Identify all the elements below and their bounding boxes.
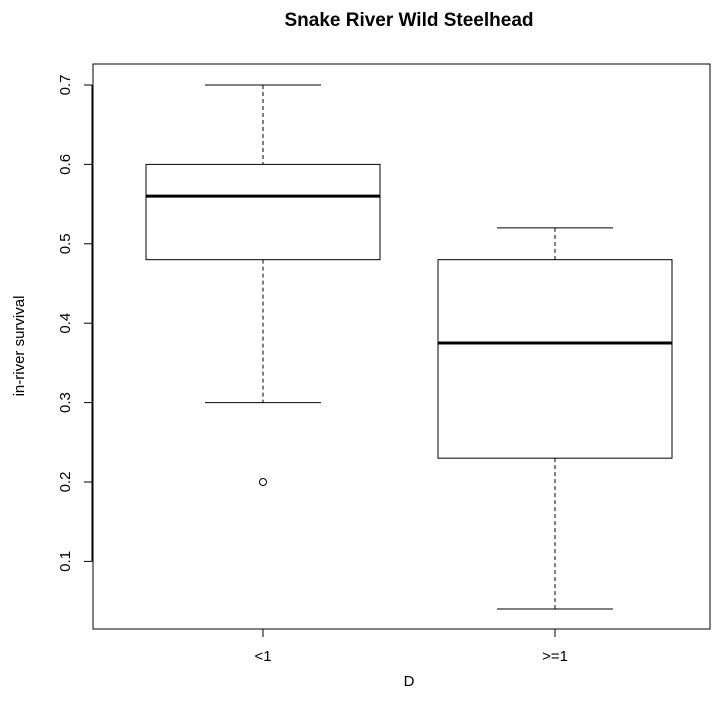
iqr-box [437,259,673,459]
y-tick-label: 0.1 [57,551,74,572]
y-tick-label: 0.4 [57,313,74,334]
y-tick-label: 0.6 [57,154,74,175]
y-tick-label: 0.5 [57,233,74,254]
chart-title: Snake River Wild Steelhead [284,10,533,31]
y-tick-label: 0.7 [57,75,74,96]
x-tick-label: >=1 [542,648,568,665]
box-group [437,227,673,610]
outlier-point [259,478,267,486]
x-axis-label: D [404,673,415,690]
iqr-box [145,163,381,261]
x-tick-label: <1 [254,648,271,665]
y-tick-label: 0.2 [57,472,74,493]
y-axis: 0.1 0.2 0.3 0.4 0.5 0.6 0.7 [57,75,93,572]
box-group [145,84,381,486]
boxes-layer [145,84,673,610]
y-tick-label: 0.3 [57,392,74,413]
y-axis-label: in-river survival [11,296,28,397]
plot-frame [92,63,711,630]
x-axis: <1 >=1 [254,629,568,665]
